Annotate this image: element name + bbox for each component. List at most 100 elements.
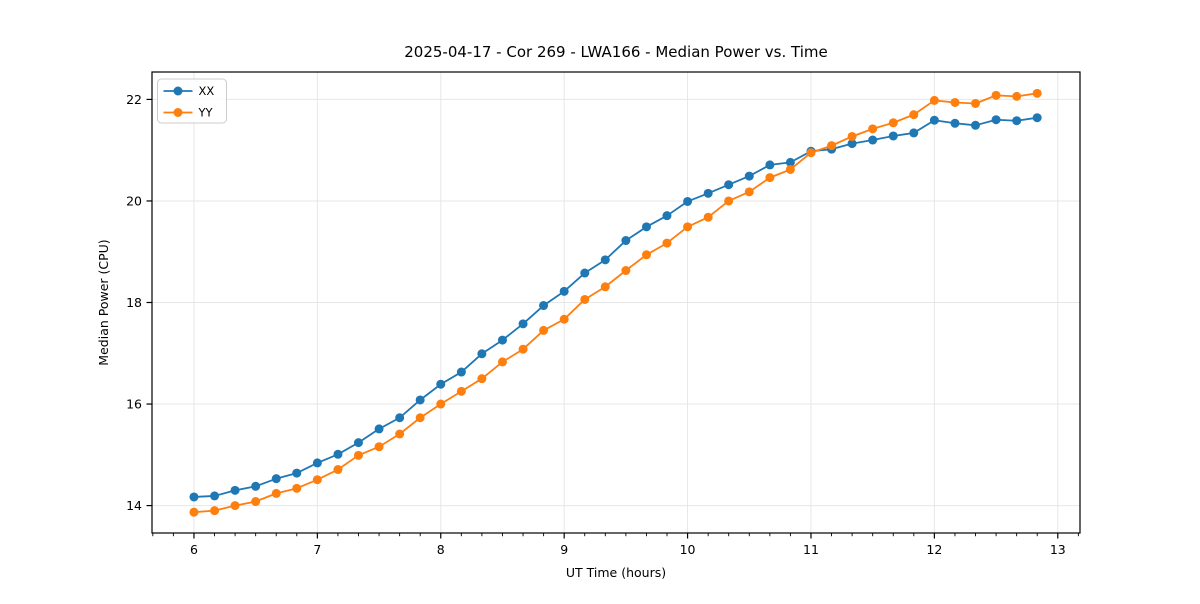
x-tick-label: 13 xyxy=(1050,542,1066,557)
data-point-XX xyxy=(765,160,775,170)
data-point-XX xyxy=(703,188,713,198)
data-point-XX xyxy=(785,157,795,167)
data-point-XX xyxy=(230,485,240,495)
data-point-XX xyxy=(374,424,384,434)
data-point-XX xyxy=(662,211,672,221)
y-tick-label: 18 xyxy=(126,295,142,310)
legend-label-XX: XX xyxy=(199,84,215,98)
grid-layer xyxy=(152,72,1080,533)
data-point-YY xyxy=(518,344,528,354)
x-tick-label: 6 xyxy=(190,542,198,557)
data-point-YY xyxy=(970,98,980,108)
data-point-XX xyxy=(539,301,549,311)
data-point-YY xyxy=(909,110,919,120)
data-point-XX xyxy=(353,438,363,448)
x-tick-label: 12 xyxy=(926,542,942,557)
data-point-YY xyxy=(621,266,631,276)
data-point-YY xyxy=(210,506,220,516)
data-point-XX xyxy=(868,135,878,145)
data-point-YY xyxy=(580,294,590,304)
data-point-XX xyxy=(580,268,590,278)
data-point-YY xyxy=(765,173,775,183)
axes-layer: 6 7 8 9 10 11 12 13 14 16 18 20 22 xyxy=(126,71,1081,557)
data-point-XX xyxy=(1012,116,1022,126)
data-point-XX xyxy=(189,492,199,502)
data-point-YY xyxy=(189,507,199,517)
data-point-XX xyxy=(950,118,960,128)
data-point-XX xyxy=(251,481,261,491)
data-point-XX xyxy=(477,349,487,359)
data-point-XX xyxy=(395,413,405,423)
data-point-YY xyxy=(683,222,693,232)
legend-box xyxy=(157,78,227,124)
data-point-YY xyxy=(312,475,322,485)
data-point-YY xyxy=(847,131,857,141)
data-point-YY xyxy=(271,488,281,498)
data-point-XX xyxy=(641,222,651,232)
data-point-YY xyxy=(806,148,816,158)
data-point-YY xyxy=(395,429,405,439)
data-point-XX xyxy=(210,491,220,501)
data-point-YY xyxy=(251,497,261,507)
data-point-YY xyxy=(929,95,939,105)
series-layer xyxy=(189,88,1042,517)
y-tick-label: 14 xyxy=(126,498,142,513)
data-point-YY xyxy=(353,450,363,460)
data-point-YY xyxy=(991,90,1001,100)
data-point-XX xyxy=(621,236,631,246)
data-point-XX xyxy=(909,128,919,138)
data-point-YY xyxy=(497,357,507,367)
data-point-YY xyxy=(292,483,302,493)
data-point-XX xyxy=(724,180,734,190)
series-line-XX xyxy=(193,116,1038,498)
x-tick-label: 10 xyxy=(680,542,696,557)
data-point-YY xyxy=(827,141,837,151)
data-point-XX xyxy=(415,395,425,405)
legend-layer: XX YY xyxy=(157,78,227,124)
data-point-YY xyxy=(230,501,240,511)
data-point-XX xyxy=(312,458,322,468)
data-point-XX xyxy=(497,335,507,345)
data-point-XX xyxy=(456,367,466,377)
data-point-YY xyxy=(415,413,425,423)
data-point-YY xyxy=(662,238,672,248)
legend-marker-YY xyxy=(173,108,183,117)
x-tick-label: 7 xyxy=(313,542,321,557)
data-point-YY xyxy=(1032,88,1042,98)
y-axis-label: Median Power (CPU) xyxy=(96,239,111,365)
data-point-XX xyxy=(436,379,446,389)
data-point-XX xyxy=(333,449,343,459)
y-tick-label: 20 xyxy=(126,193,142,208)
data-point-XX xyxy=(929,115,939,125)
data-point-XX xyxy=(1032,113,1042,123)
x-tick-label: 9 xyxy=(560,542,568,557)
data-point-XX xyxy=(991,115,1001,125)
chart-title: 2025-04-17 - Cor 269 - LWA166 - Median P… xyxy=(404,43,828,61)
data-point-YY xyxy=(641,250,651,260)
y-tick-label: 22 xyxy=(126,92,142,107)
data-point-YY xyxy=(559,314,569,324)
data-point-YY xyxy=(868,124,878,134)
x-tick-label: 8 xyxy=(437,542,445,557)
data-point-YY xyxy=(477,374,487,384)
data-point-YY xyxy=(950,97,960,107)
data-point-XX xyxy=(847,139,857,149)
data-point-YY xyxy=(456,386,466,396)
data-point-YY xyxy=(744,187,754,197)
data-point-YY xyxy=(785,164,795,174)
data-point-YY xyxy=(1012,91,1022,101)
data-point-YY xyxy=(374,442,384,452)
data-point-XX xyxy=(271,474,281,484)
data-point-XX xyxy=(683,196,693,206)
data-point-XX xyxy=(292,468,302,478)
data-point-XX xyxy=(518,319,528,329)
data-point-XX xyxy=(600,255,610,265)
x-axis-label: UT Time (hours) xyxy=(566,565,666,580)
y-tick-label: 16 xyxy=(126,397,142,412)
data-point-XX xyxy=(559,286,569,296)
data-point-XX xyxy=(744,171,754,181)
data-point-YY xyxy=(600,282,610,292)
data-point-XX xyxy=(888,131,898,141)
